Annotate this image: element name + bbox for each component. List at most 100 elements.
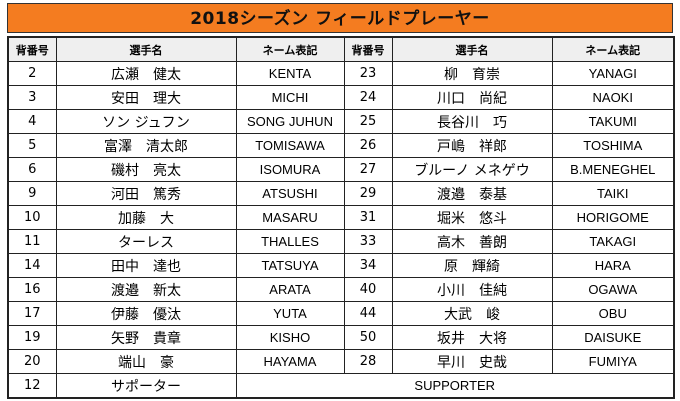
player-romaji: SONG JUHUN bbox=[235, 109, 345, 134]
player-name: 堀米 悠斗 bbox=[391, 205, 553, 230]
player-romaji: FUMIYA bbox=[551, 349, 675, 374]
player-name: 早川 史哉 bbox=[391, 349, 553, 374]
player-name: 小川 佳純 bbox=[391, 277, 553, 302]
player-romaji: MASARU bbox=[235, 205, 345, 230]
player-name: 高木 善朗 bbox=[391, 229, 553, 254]
table-row: 9 河田 篤秀 ATSUSHI 29 渡邉 泰基 TAIKI bbox=[7, 181, 675, 206]
table-row: 17 伊藤 優汰 YUTA 44 大武 峻 OBU bbox=[7, 301, 675, 326]
player-romaji: HORIGOME bbox=[551, 205, 675, 230]
player-number: 31 bbox=[343, 205, 393, 230]
player-name: 端山 豪 bbox=[55, 349, 237, 374]
player-romaji: MICHI bbox=[235, 85, 345, 110]
player-romaji: ATSUSHI bbox=[235, 181, 345, 206]
player-romaji: TAIKI bbox=[551, 181, 675, 206]
player-romaji: YUTA bbox=[235, 301, 345, 326]
player-romaji: THALLES bbox=[235, 229, 345, 254]
player-name: 渡邉 新太 bbox=[55, 277, 237, 302]
player-name: 加藤 大 bbox=[55, 205, 237, 230]
player-name: 川口 尚紀 bbox=[391, 85, 553, 110]
roster-container: 2018シーズン フィールドプレーヤー 背番号 選手名 ネーム表記 背番号 選手… bbox=[7, 3, 675, 399]
player-romaji: KENTA bbox=[235, 61, 345, 86]
player-romaji: OBU bbox=[551, 301, 675, 326]
supporter-romaji: SUPPORTER bbox=[235, 373, 675, 399]
player-romaji: HAYAMA bbox=[235, 349, 345, 374]
player-romaji: HARA bbox=[551, 253, 675, 278]
player-number: 14 bbox=[7, 253, 57, 278]
player-name: 伊藤 優汰 bbox=[55, 301, 237, 326]
player-name: 矢野 貴章 bbox=[55, 325, 237, 350]
table-row: 16 渡邉 新太 ARATA 40 小川 佳純 OGAWA bbox=[7, 277, 675, 302]
player-name: 長谷川 巧 bbox=[391, 109, 553, 134]
player-number: 34 bbox=[343, 253, 393, 278]
header-number-left: 背番号 bbox=[7, 36, 57, 62]
header-romaji-left: ネーム表記 bbox=[235, 36, 345, 62]
player-number: 3 bbox=[7, 85, 57, 110]
player-number: 44 bbox=[343, 301, 393, 326]
player-romaji: DAISUKE bbox=[551, 325, 675, 350]
header-name-left: 選手名 bbox=[55, 36, 237, 62]
player-name: 磯村 亮太 bbox=[55, 157, 237, 182]
player-number: 6 bbox=[7, 157, 57, 182]
player-name: 富澤 清太郎 bbox=[55, 133, 237, 158]
player-number: 5 bbox=[7, 133, 57, 158]
supporter-row: 12 サポーター SUPPORTER bbox=[7, 373, 675, 399]
player-romaji: YANAGI bbox=[551, 61, 675, 86]
player-number: 40 bbox=[343, 277, 393, 302]
table-row: 11 ターレス THALLES 33 高木 善朗 TAKAGI bbox=[7, 229, 675, 254]
table-row: 5 富澤 清太郎 TOMISAWA 26 戸嶋 祥郎 TOSHIMA bbox=[7, 133, 675, 158]
player-romaji: NAOKI bbox=[551, 85, 675, 110]
player-name: 柳 育崇 bbox=[391, 61, 553, 86]
roster-title: 2018シーズン フィールドプレーヤー bbox=[7, 3, 673, 33]
player-name: ソン ジュフン bbox=[55, 109, 237, 134]
table-row: 19 矢野 貴章 KISHO 50 坂井 大将 DAISUKE bbox=[7, 325, 675, 350]
player-romaji: TOSHIMA bbox=[551, 133, 675, 158]
player-name: 坂井 大将 bbox=[391, 325, 553, 350]
player-romaji: ARATA bbox=[235, 277, 345, 302]
roster-body: 2 広瀬 健太 KENTA 23 柳 育崇 YANAGI 3 安田 理大 MICHI 24 川口 尚… bbox=[7, 61, 675, 399]
player-number: 10 bbox=[7, 205, 57, 230]
player-romaji: TAKAGI bbox=[551, 229, 675, 254]
header-name-right: 選手名 bbox=[391, 36, 553, 62]
player-name: ブルーノ メネゲウ bbox=[391, 157, 553, 182]
player-number: 33 bbox=[343, 229, 393, 254]
roster-table: 背番号 選手名 ネーム表記 背番号 選手名 ネーム表記 2 広瀬 健太 KENTA 2… bbox=[7, 36, 675, 399]
player-number: 27 bbox=[343, 157, 393, 182]
player-romaji: OGAWA bbox=[551, 277, 675, 302]
player-number: 20 bbox=[7, 349, 57, 374]
player-name: 河田 篤秀 bbox=[55, 181, 237, 206]
supporter-name: サポーター bbox=[55, 373, 237, 399]
header-romaji-right: ネーム表記 bbox=[551, 36, 675, 62]
table-row: 3 安田 理大 MICHI 24 川口 尚紀 NAOKI bbox=[7, 85, 675, 110]
player-number: 28 bbox=[343, 349, 393, 374]
player-number: 23 bbox=[343, 61, 393, 86]
player-romaji: B.MENEGHEL bbox=[551, 157, 675, 182]
supporter-number: 12 bbox=[7, 373, 57, 399]
player-name: 広瀬 健太 bbox=[55, 61, 237, 86]
player-name: 安田 理大 bbox=[55, 85, 237, 110]
player-name: ターレス bbox=[55, 229, 237, 254]
player-name: 原 輝綺 bbox=[391, 253, 553, 278]
player-number: 29 bbox=[343, 181, 393, 206]
player-name: 大武 峻 bbox=[391, 301, 553, 326]
player-romaji: TATSUYA bbox=[235, 253, 345, 278]
player-number: 19 bbox=[7, 325, 57, 350]
table-row: 4 ソン ジュフン SONG JUHUN 25 長谷川 巧 TAKUMI bbox=[7, 109, 675, 134]
table-row: 2 広瀬 健太 KENTA 23 柳 育崇 YANAGI bbox=[7, 61, 675, 86]
player-number: 24 bbox=[343, 85, 393, 110]
player-romaji: TOMISAWA bbox=[235, 133, 345, 158]
player-name: 戸嶋 祥郎 bbox=[391, 133, 553, 158]
player-number: 2 bbox=[7, 61, 57, 86]
player-name: 渡邉 泰基 bbox=[391, 181, 553, 206]
table-row: 14 田中 達也 TATSUYA 34 原 輝綺 HARA bbox=[7, 253, 675, 278]
header-row: 背番号 選手名 ネーム表記 背番号 選手名 ネーム表記 bbox=[7, 36, 675, 62]
player-number: 26 bbox=[343, 133, 393, 158]
player-number: 9 bbox=[7, 181, 57, 206]
table-row: 10 加藤 大 MASARU 31 堀米 悠斗 HORIGOME bbox=[7, 205, 675, 230]
player-number: 17 bbox=[7, 301, 57, 326]
header-number-right: 背番号 bbox=[343, 36, 393, 62]
player-number: 25 bbox=[343, 109, 393, 134]
player-romaji: TAKUMI bbox=[551, 109, 675, 134]
table-row: 20 端山 豪 HAYAMA 28 早川 史哉 FUMIYA bbox=[7, 349, 675, 374]
player-number: 16 bbox=[7, 277, 57, 302]
player-romaji: ISOMURA bbox=[235, 157, 345, 182]
